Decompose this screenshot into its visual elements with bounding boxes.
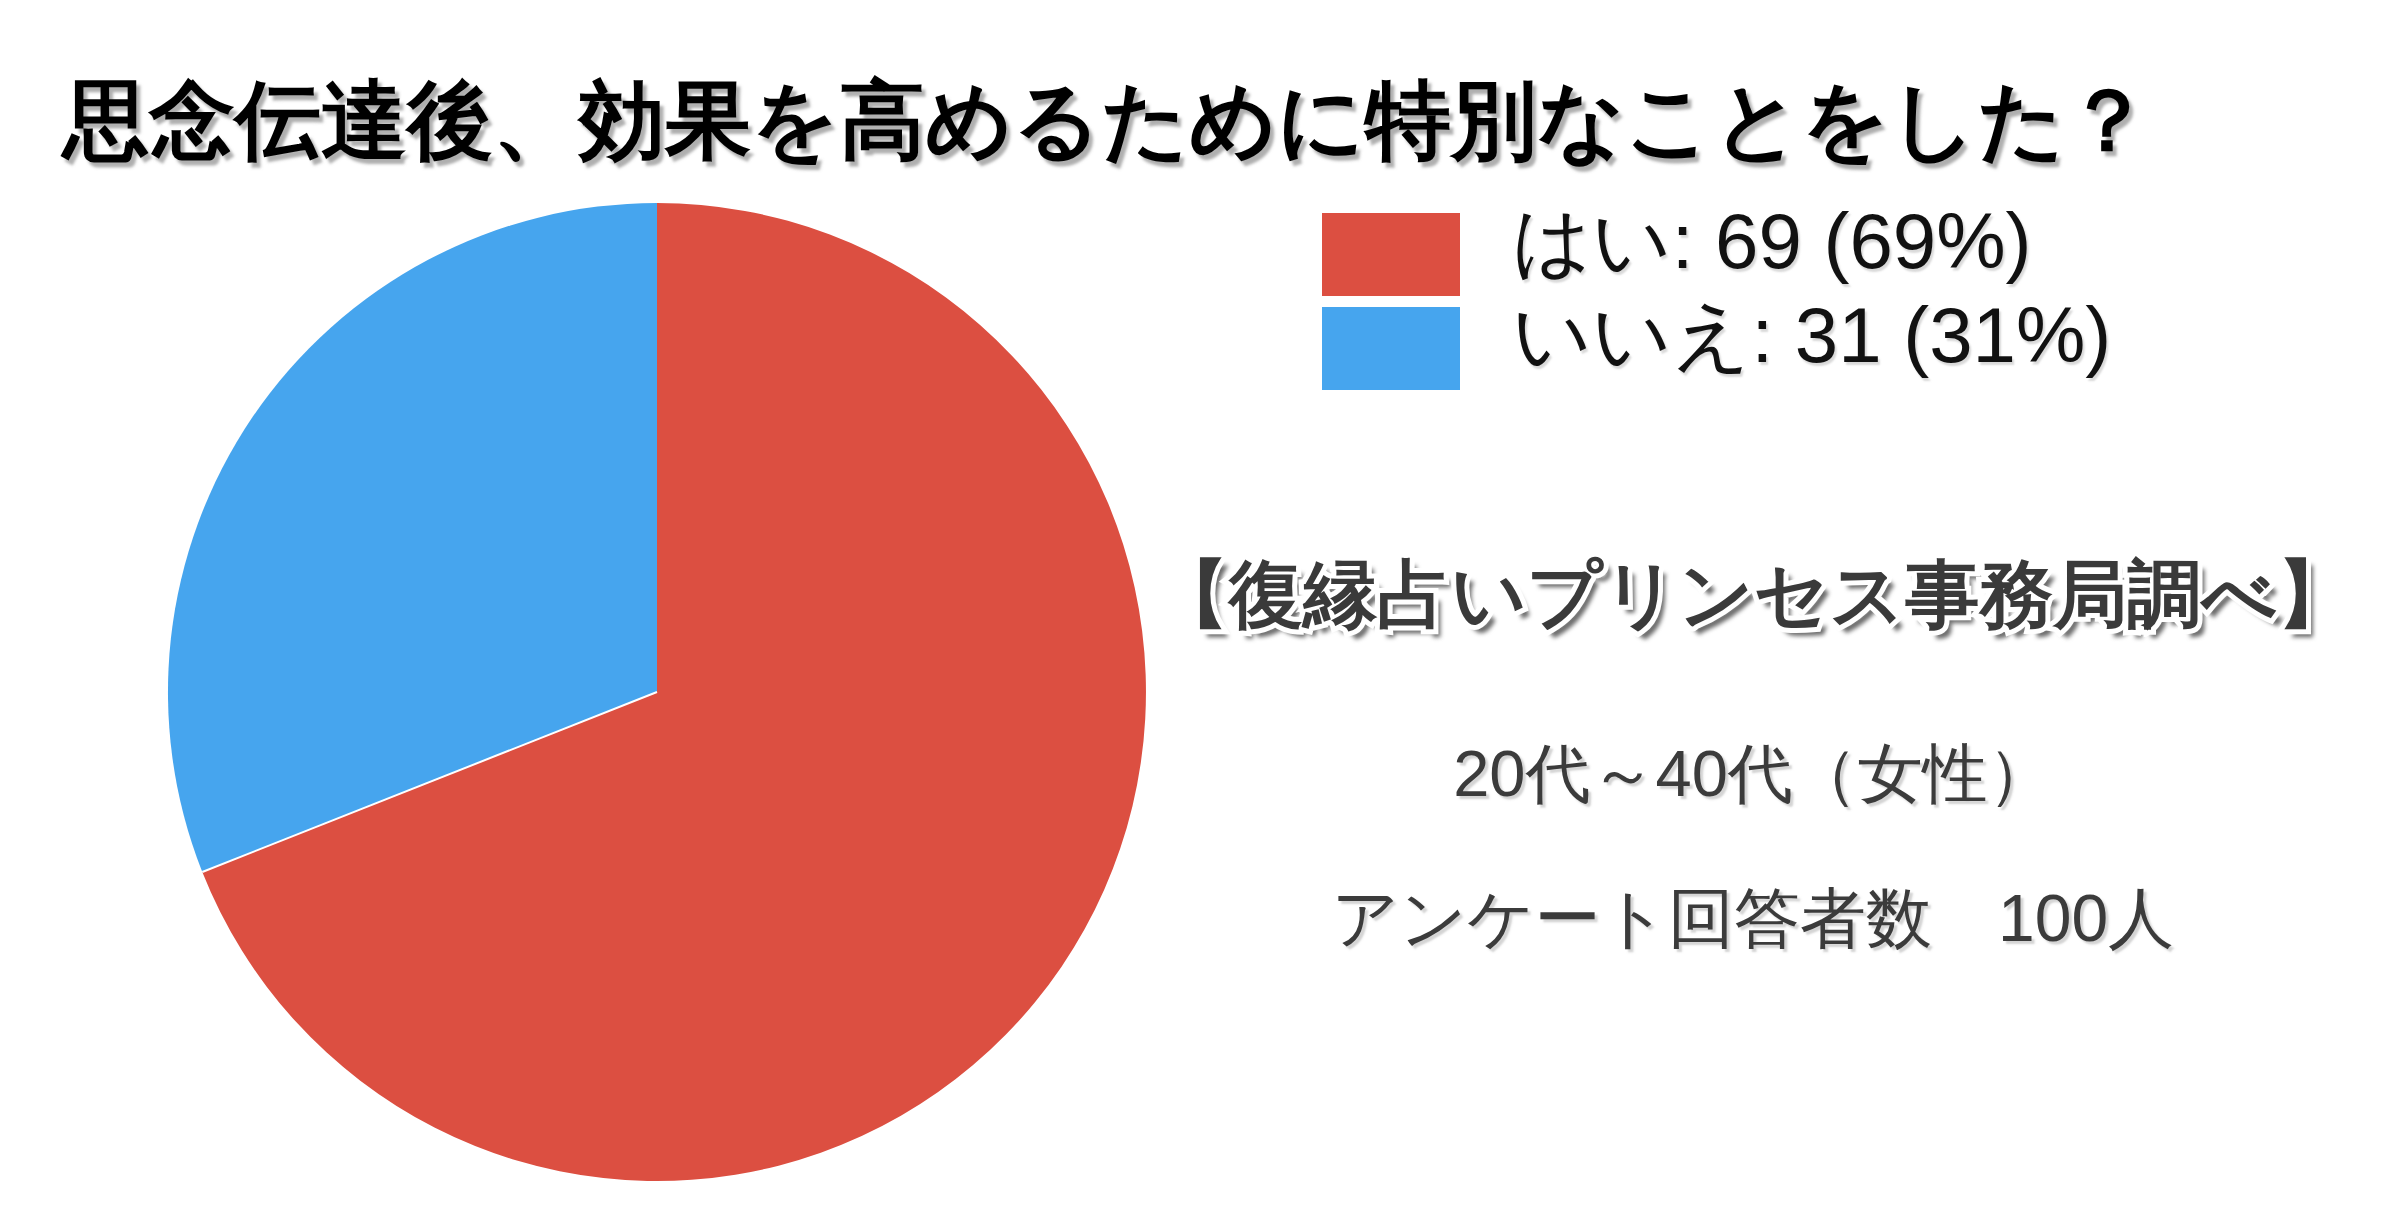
legend-swatch-yes [1322, 213, 1460, 296]
source-note: 【復縁占いプリンセス事務局調べ】 【復縁占いプリンセス事務局調べ】 【復縁占いプ… [1100, 550, 2406, 640]
legend-item-no: いいえ: 31 (31%) [1322, 307, 2111, 390]
demographic-note: 20代～40代（女性） [1100, 734, 2406, 814]
source-note-text: 【復縁占いプリンセス事務局調べ】 [1100, 550, 2406, 640]
legend-swatch-no [1322, 307, 1460, 390]
legend-label-no: いいえ: 31 (31%) [1512, 284, 2111, 389]
legend: はい: 69 (69%) いいえ: 31 (31%) [1322, 213, 2111, 401]
respondents-note: アンケート回答者数 100人 [1100, 878, 2406, 958]
legend-label-yes: はい: 69 (69%) [1512, 190, 2032, 295]
